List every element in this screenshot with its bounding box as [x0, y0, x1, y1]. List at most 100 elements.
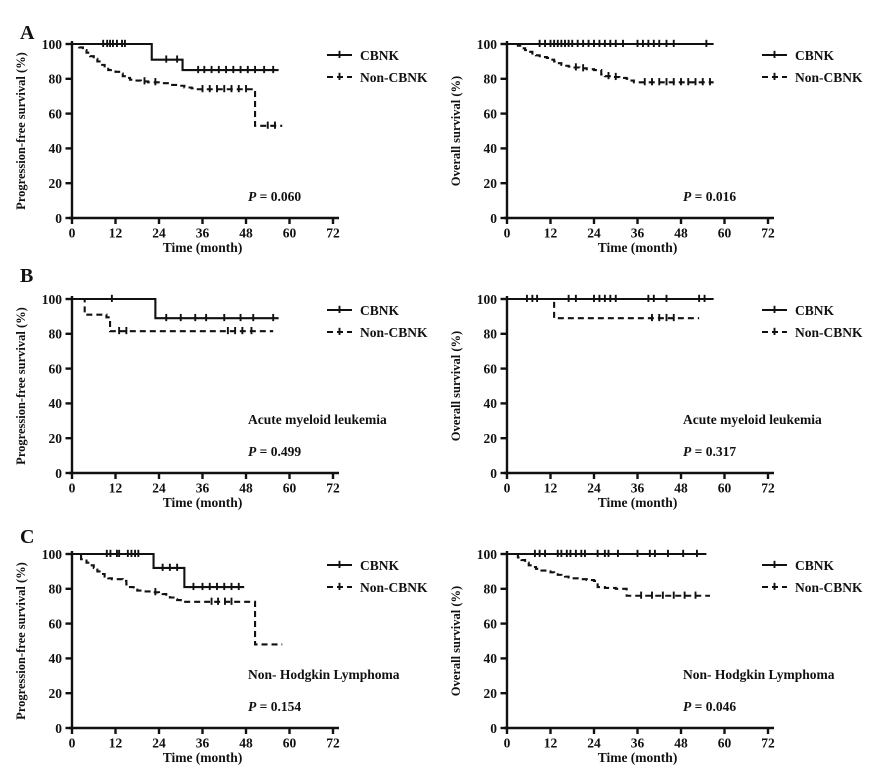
km-curve-non-cbnk — [507, 552, 710, 597]
y-tick-label: 80 — [49, 327, 63, 342]
subgroup-annotation: Non- Hodgkin Lymphoma — [683, 667, 835, 682]
km-panel-a-progression-free-survival: 0 20 40 60 80 100 0 12 24 36 48 60 72 Time (month) Pro… — [14, 37, 428, 255]
panel-label-c: C — [20, 526, 35, 548]
y-tick-label: 100 — [477, 292, 498, 307]
x-tick-label: 36 — [631, 226, 645, 241]
x-tick-label: 60 — [283, 226, 297, 241]
y-tick-label: 100 — [477, 547, 498, 562]
y-tick-label: 100 — [42, 292, 63, 307]
y-tick-label: 0 — [55, 211, 62, 226]
x-tick-label: 24 — [587, 481, 601, 496]
y-tick-label: 0 — [490, 466, 497, 481]
x-tick-label: 36 — [631, 481, 645, 496]
x-tick-label: 0 — [504, 481, 511, 496]
x-tick-label: 12 — [109, 481, 123, 496]
x-tick-label: 60 — [283, 481, 297, 496]
x-tick-label: 12 — [544, 481, 558, 496]
legend-label-cbnk: CBNK — [795, 558, 835, 573]
legend-label-cbnk: CBNK — [795, 48, 835, 63]
x-tick-label: 0 — [504, 736, 511, 751]
legend-label-non-cbnk: Non-CBNK — [360, 325, 428, 340]
y-tick-label: 100 — [477, 37, 498, 52]
x-tick-label: 24 — [152, 226, 166, 241]
legend-label-cbnk: CBNK — [360, 303, 400, 318]
y-tick-label: 20 — [484, 431, 498, 446]
y-tick-label: 0 — [490, 721, 497, 736]
p-value: P = 0.154 — [248, 699, 301, 714]
y-tick-label: 80 — [49, 72, 63, 87]
legend-label-non-cbnk: Non-CBNK — [360, 70, 428, 85]
km-curve-cbnk — [72, 297, 279, 320]
y-tick-label: 80 — [49, 582, 63, 597]
x-tick-label: 36 — [631, 736, 645, 751]
y-tick-label: 20 — [49, 431, 63, 446]
y-tick-label: 20 — [484, 176, 498, 191]
x-tick-label: 0 — [504, 226, 511, 241]
y-tick-label: 100 — [42, 547, 63, 562]
x-tick-label: 0 — [69, 481, 76, 496]
x-tick-label: 48 — [239, 226, 253, 241]
km-curve-non-cbnk — [72, 552, 283, 646]
x-tick-label: 72 — [326, 226, 340, 241]
km-panel-c-progression-free-survival: 0 20 40 60 80 100 0 12 24 36 48 60 72 Time (month) Pro… — [14, 547, 428, 765]
x-tick-label: 60 — [718, 226, 732, 241]
x-tick-label: 60 — [283, 736, 297, 751]
x-axis-title: Time (month) — [163, 750, 243, 765]
y-tick-label: 20 — [484, 686, 498, 701]
p-value: P = 0.499 — [248, 444, 301, 459]
y-axis-title: Overall survival (%) — [449, 331, 463, 441]
y-tick-label: 60 — [49, 616, 63, 631]
y-tick-label: 0 — [55, 466, 62, 481]
panel-label-b: B — [20, 265, 34, 287]
legend-label-non-cbnk: Non-CBNK — [795, 70, 863, 85]
km-curve-non-cbnk — [72, 42, 283, 127]
x-tick-label: 0 — [69, 736, 76, 751]
subgroup-annotation: Acute myeloid leukemia — [248, 412, 387, 427]
x-tick-label: 12 — [109, 226, 123, 241]
x-tick-label: 48 — [239, 736, 253, 751]
x-tick-label: 48 — [674, 226, 688, 241]
x-axis-title: Time (month) — [163, 495, 243, 510]
axes — [69, 296, 339, 475]
y-tick-label: 80 — [484, 327, 498, 342]
y-tick-label: 40 — [49, 651, 63, 666]
y-tick-label: 20 — [49, 686, 63, 701]
legend-label-cbnk: CBNK — [360, 48, 400, 63]
y-tick-label: 60 — [484, 106, 498, 121]
x-tick-label: 36 — [196, 481, 210, 496]
x-tick-label: 36 — [196, 736, 210, 751]
y-axis-title: Progression-free survival (%) — [14, 52, 28, 210]
y-axis-title: Overall survival (%) — [449, 586, 463, 696]
axes — [504, 296, 774, 475]
x-tick-label: 72 — [326, 481, 340, 496]
axes — [69, 41, 339, 220]
p-value: P = 0.317 — [683, 444, 736, 459]
legend-label-cbnk: CBNK — [360, 558, 400, 573]
x-tick-label: 24 — [587, 736, 601, 751]
y-tick-label: 40 — [484, 651, 498, 666]
x-tick-label: 36 — [196, 226, 210, 241]
axes — [504, 41, 774, 220]
legend-label-non-cbnk: Non-CBNK — [795, 325, 863, 340]
km-curve-non-cbnk — [507, 42, 714, 84]
y-tick-label: 60 — [49, 361, 63, 376]
y-tick-label: 60 — [49, 106, 63, 121]
y-axis-title: Progression-free survival (%) — [14, 562, 28, 720]
x-tick-label: 48 — [239, 481, 253, 496]
y-tick-label: 40 — [484, 396, 498, 411]
x-tick-label: 60 — [718, 481, 732, 496]
y-axis-title: Progression-free survival (%) — [14, 307, 28, 465]
km-panel-c-overall-survival: 0 20 40 60 80 100 0 12 24 36 48 60 72 Time (month) Ove… — [449, 547, 863, 765]
x-tick-label: 12 — [109, 736, 123, 751]
x-tick-label: 12 — [544, 226, 558, 241]
x-tick-label: 60 — [718, 736, 732, 751]
y-tick-label: 40 — [484, 141, 498, 156]
x-tick-label: 48 — [674, 736, 688, 751]
y-tick-label: 60 — [484, 361, 498, 376]
km-panel-b-overall-survival: 0 20 40 60 80 100 0 12 24 36 48 60 72 Time (month) Ove… — [449, 292, 863, 510]
y-tick-label: 80 — [484, 582, 498, 597]
axes — [69, 551, 339, 730]
x-tick-label: 72 — [761, 481, 775, 496]
x-axis-title: Time (month) — [598, 240, 678, 255]
subgroup-annotation: Acute myeloid leukemia — [683, 412, 822, 427]
